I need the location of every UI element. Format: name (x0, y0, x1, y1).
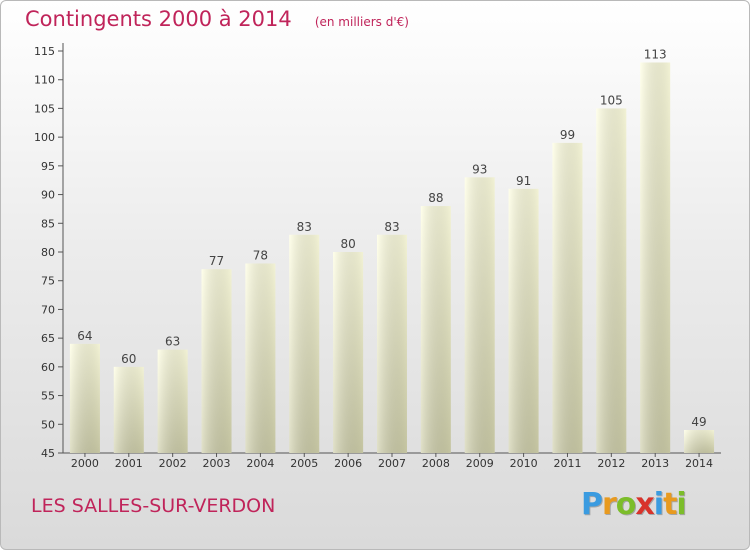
bar-shade-2004 (245, 263, 276, 453)
commune-name: LES SALLES-SUR-VERDON (31, 495, 276, 517)
logo-letter: r (602, 487, 617, 522)
bar-shade-2010 (508, 188, 539, 454)
logo-letter: o (615, 487, 637, 522)
bar-shade-2011 (552, 142, 583, 453)
bar-shade-2000 (69, 343, 100, 453)
chart-title: Contingents 2000 à 2014 (25, 7, 292, 31)
x-tick-label-2009: 2009 (466, 457, 494, 470)
bar-shade-2006 (333, 252, 364, 453)
bar-shade-2002 (157, 349, 188, 453)
value-label-2003: 77 (209, 254, 224, 268)
x-tick-label-2007: 2007 (378, 457, 406, 470)
x-tick-label-2003: 2003 (203, 457, 231, 470)
y-tick-label: 85 (41, 217, 55, 230)
x-tick-label-2008: 2008 (422, 457, 450, 470)
bar-shade-2005 (289, 234, 320, 453)
bar-shade-2009 (464, 177, 495, 454)
chart-subtitle: (en milliers d'€) (314, 15, 409, 29)
y-tick-label: 55 (41, 390, 55, 403)
x-tick-label-2010: 2010 (510, 457, 538, 470)
y-tick-label: 60 (41, 361, 55, 374)
value-label-2009: 93 (472, 162, 487, 176)
value-label-2007: 83 (384, 220, 399, 234)
y-tick-label: 110 (34, 74, 55, 87)
bar-shade-2008 (420, 206, 451, 453)
x-tick-label-2013: 2013 (641, 457, 669, 470)
value-label-2010: 91 (516, 174, 531, 188)
bar-shade-2001 (113, 366, 144, 453)
logo-letter: t (663, 487, 677, 522)
bar-shade-2003 (201, 269, 232, 453)
bar-shade-2007 (377, 234, 407, 453)
logo-letter: i (653, 487, 664, 522)
value-label-2011: 99 (560, 128, 575, 142)
logo-letter: P (581, 487, 603, 522)
value-label-2008: 88 (428, 191, 443, 205)
axes: 45 50 55 60 65 70 75 80 85 90 95 100 105 110 115 2000 20… (34, 43, 721, 470)
y-tick-label: 115 (34, 45, 55, 58)
value-label-2001: 60 (121, 352, 136, 366)
x-tick-label-2000: 2000 (71, 457, 99, 470)
value-label-2002: 63 (165, 335, 180, 349)
value-label-2013: 113 (644, 47, 667, 61)
y-tick-label: 80 (41, 246, 55, 259)
logo-letter: x (635, 487, 654, 522)
x-tick-label-2002: 2002 (159, 457, 187, 470)
y-tick-label: 50 (41, 418, 55, 431)
x-tick-label-2005: 2005 (290, 457, 318, 470)
proxiti-logo: Proxiti (581, 487, 687, 522)
y-tick-label: 45 (41, 447, 55, 460)
y-tick-label: 90 (41, 189, 55, 202)
bar-shade-2013 (640, 62, 671, 453)
y-tick-label: 95 (41, 160, 55, 173)
value-label-2004: 78 (253, 248, 268, 262)
value-label-2014: 49 (691, 415, 706, 429)
value-label-2012: 105 (600, 93, 623, 107)
value-label-2005: 83 (297, 220, 312, 234)
value-labels: 64 60 63 77 78 83 80 83 88 93 91 99 105 113 49 (77, 47, 706, 429)
x-tick-label-2001: 2001 (115, 457, 143, 470)
x-tick-label-2012: 2012 (597, 457, 625, 470)
y-tick-label: 75 (41, 275, 55, 288)
bar-shade-2012 (596, 108, 627, 453)
bars (69, 62, 715, 454)
y-tick-label: 65 (41, 332, 55, 345)
logo-letter: i (676, 487, 686, 522)
title-block: Contingents 2000 à 2014 (en milliers d'€… (25, 7, 409, 31)
x-tick-label-2004: 2004 (246, 457, 274, 470)
bar-shade-2014 (684, 430, 715, 453)
x-tick-label-2011: 2011 (553, 457, 581, 470)
y-tick-label: 70 (41, 303, 55, 316)
value-label-2006: 80 (340, 237, 355, 251)
value-label-2000: 64 (77, 329, 92, 343)
y-tick-label: 100 (34, 131, 55, 144)
x-tick-label-2014: 2014 (685, 457, 713, 470)
x-tick-label-2006: 2006 (334, 457, 362, 470)
y-tick-label: 105 (34, 102, 55, 115)
